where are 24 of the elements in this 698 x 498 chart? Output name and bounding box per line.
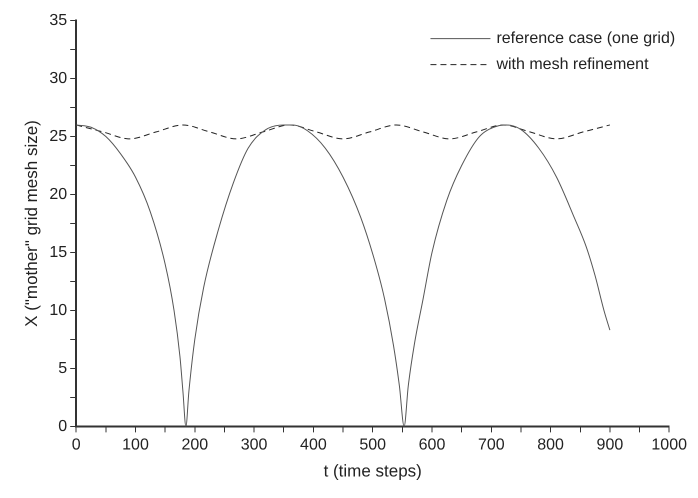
y-tick-label: 5 xyxy=(58,360,68,377)
x-tick-label: 200 xyxy=(181,436,208,454)
y-tick-label: 20 xyxy=(49,186,68,203)
y-tick-label: 35 xyxy=(49,12,68,30)
legend-label: with mesh refinement xyxy=(495,56,650,74)
x-tick-label: 100 xyxy=(122,436,149,454)
line-series xyxy=(76,124,610,426)
y-axis-title: X ("mother" grid mesh size) xyxy=(22,120,41,327)
x-tick-label: 300 xyxy=(240,436,268,454)
legend-label: reference case (one grid) xyxy=(496,30,676,48)
x-tick-label: 600 xyxy=(418,436,446,454)
y-tick-label: 0 xyxy=(58,418,68,435)
x-tick-label: 900 xyxy=(596,436,624,454)
x-axis-title: t (time steps) xyxy=(324,461,422,480)
y-tick-label: 10 xyxy=(49,302,68,319)
y-tick-label: 25 xyxy=(49,128,68,145)
x-tick-label: 400 xyxy=(300,436,327,454)
y-tick-label: 15 xyxy=(49,244,68,261)
x-tick-label: 1000 xyxy=(651,436,688,454)
x-tick-label: 700 xyxy=(478,436,505,454)
x-tick-label: 800 xyxy=(537,436,564,454)
x-tick-label: 500 xyxy=(359,436,386,454)
x-tick-label: 0 xyxy=(72,436,81,454)
y-tick-label: 30 xyxy=(49,70,68,87)
